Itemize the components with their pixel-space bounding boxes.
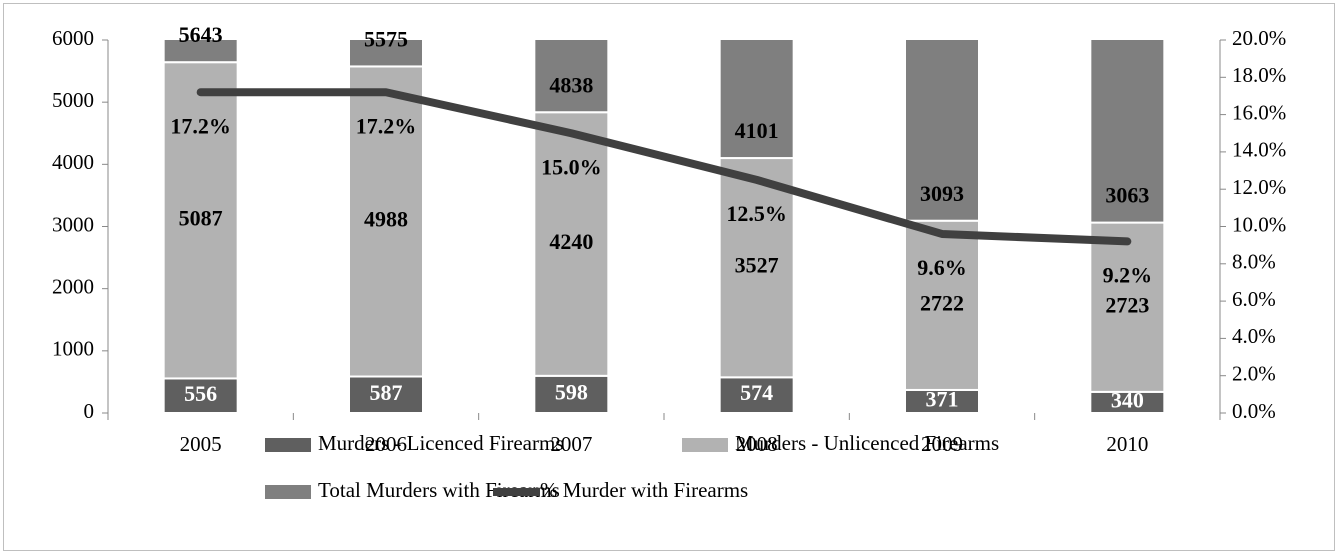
data-label: 371 (926, 387, 959, 412)
y2-tick-label: 18.0% (1232, 63, 1286, 87)
legend-swatch (265, 438, 311, 452)
plot-area (162, 40, 1166, 413)
data-label: 5575 (364, 26, 408, 51)
y-tick-label: 2000 (52, 274, 94, 298)
data-label: 15.0% (541, 154, 602, 179)
data-label: 17.2% (170, 113, 231, 138)
y2-tick-label: 2.0% (1232, 362, 1276, 386)
x-tick-label: 2008 (736, 432, 778, 456)
y2-tick-label: 10.0% (1232, 212, 1286, 236)
legend-label: Murders - Licenced Firearms (318, 431, 564, 455)
y2-tick-label: 6.0% (1232, 287, 1276, 311)
bar-segment (162, 40, 239, 64)
data-label: 9.6% (917, 255, 967, 280)
bar-segment (348, 40, 424, 68)
data-label: 598 (555, 379, 588, 404)
data-label: 4838 (549, 72, 593, 97)
data-label: 340 (1111, 387, 1144, 412)
y-tick-label: 0 (84, 399, 95, 423)
data-label: 4988 (364, 207, 408, 232)
y-tick-label: 6000 (52, 26, 94, 50)
bar-segment (533, 111, 610, 377)
legend-label: % Murder with Firearms (540, 478, 748, 502)
legend-swatch (682, 438, 728, 452)
bar-segment (533, 374, 610, 413)
bar-segment (348, 375, 424, 413)
y2-tick-label: 4.0% (1232, 324, 1276, 348)
data-label: 3063 (1105, 183, 1149, 208)
y2-tick-label: 16.0% (1232, 100, 1286, 124)
x-tick-label: 2009 (921, 432, 963, 456)
data-label: 2723 (1105, 292, 1149, 317)
bar-segment (1089, 221, 1166, 393)
bar-segment (1089, 40, 1166, 224)
data-label: 4240 (549, 229, 593, 254)
data-label: 4101 (735, 118, 779, 143)
bar-segment (904, 219, 980, 391)
legend-swatch (265, 485, 311, 499)
legend-label: Murders - Unlicenced Firearms (735, 431, 999, 455)
bar-segment (162, 61, 239, 380)
y-tick-label: 5000 (52, 88, 94, 112)
data-label: 587 (370, 380, 403, 405)
y-tick-label: 1000 (52, 337, 94, 361)
bar-segment (718, 40, 795, 160)
x-tick-label: 2005 (180, 432, 222, 456)
y-tick-label: 4000 (52, 150, 94, 174)
data-label: 3527 (735, 253, 779, 278)
y2-tick-label: 0.0% (1232, 399, 1276, 423)
data-label: 556 (184, 381, 217, 406)
y2-tick-label: 14.0% (1232, 138, 1286, 162)
data-label: 17.2% (356, 113, 417, 138)
data-label: 9.2% (1103, 262, 1153, 287)
y2-tick-label: 12.0% (1232, 175, 1286, 199)
line-series (196, 88, 1132, 246)
bar-segment (718, 157, 795, 379)
bar-segment (904, 40, 980, 222)
data-label: 574 (740, 380, 773, 405)
bar-segment (533, 40, 610, 114)
x-tick-label: 2006 (365, 432, 407, 456)
data-label: 3093 (920, 181, 964, 206)
data-label: 5643 (179, 22, 223, 47)
data-label: 5087 (179, 205, 223, 230)
y2-tick-label: 20.0% (1232, 26, 1286, 50)
data-label: 12.5% (726, 201, 787, 226)
bar-segment (348, 65, 424, 378)
bar-segment (162, 377, 239, 413)
x-tick-label: 2007 (550, 432, 592, 456)
data-label: 2722 (920, 290, 964, 315)
x-tick-label: 2010 (1106, 432, 1148, 456)
y2-tick-label: 8.0% (1232, 250, 1276, 274)
y-tick-label: 3000 (52, 212, 94, 236)
